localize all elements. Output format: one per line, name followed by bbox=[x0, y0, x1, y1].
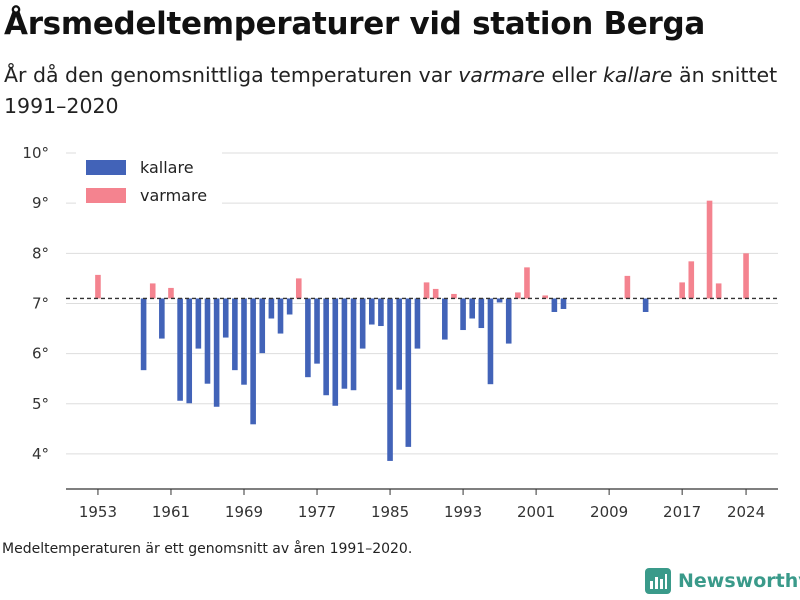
subtitle-part-2: eller bbox=[544, 63, 604, 87]
bar-colder bbox=[204, 298, 211, 384]
x-tick-label: 1953 bbox=[79, 503, 117, 521]
y-tick-label: 10° bbox=[22, 144, 49, 162]
x-tick-label: 1985 bbox=[371, 503, 409, 521]
bar-colder bbox=[268, 298, 275, 319]
x-tick-label: 2009 bbox=[590, 503, 628, 521]
brand-logo: Newsworthy bbox=[645, 568, 800, 594]
bar-warmer bbox=[432, 288, 439, 299]
y-tick-label: 5° bbox=[32, 395, 49, 413]
bar-colder bbox=[332, 298, 339, 406]
bar-colder bbox=[250, 298, 256, 425]
bar-warmer bbox=[95, 274, 101, 299]
bar-warmer bbox=[149, 283, 156, 299]
bar-warmer bbox=[295, 278, 302, 299]
footnote: Medeltemperaturen är ett genomsnitt av å… bbox=[2, 541, 413, 557]
y-tick-label: 8° bbox=[32, 244, 49, 262]
bar-colder bbox=[560, 298, 567, 309]
bar-colder bbox=[551, 298, 558, 312]
bar-warmer bbox=[715, 283, 722, 299]
bar-colder bbox=[259, 298, 266, 354]
bar-colder bbox=[222, 298, 229, 338]
x-tick-label: 2001 bbox=[517, 503, 555, 521]
y-tick-label: 7° bbox=[32, 294, 49, 312]
bar-warmer bbox=[515, 292, 521, 299]
bar-colder bbox=[305, 298, 311, 378]
bar-colder bbox=[496, 298, 503, 303]
y-tick-label: 9° bbox=[32, 194, 49, 212]
x-axis: 1953 1961 1969 1977 1985 1993 2001 2009 2017 2024 bbox=[66, 488, 778, 521]
y-tick-label: 4° bbox=[32, 445, 49, 463]
bar-warmer bbox=[423, 282, 430, 299]
bars bbox=[95, 200, 749, 461]
bar-warmer bbox=[706, 200, 713, 299]
chart-title: Årsmedeltemperaturer vid station Berga bbox=[4, 6, 706, 42]
bar-colder bbox=[460, 298, 466, 331]
bar-warmer bbox=[743, 253, 749, 299]
bar-colder bbox=[177, 298, 183, 401]
y-axis-tick-labels: 4° 5° 6° 7° 8° 9° 10° bbox=[22, 144, 49, 463]
bar-colder bbox=[186, 298, 193, 404]
subtitle-colder: kallare bbox=[603, 63, 673, 87]
bar-colder bbox=[505, 298, 512, 344]
bar-colder bbox=[341, 298, 348, 389]
bar-colder bbox=[414, 298, 421, 349]
bar-warmer bbox=[624, 275, 631, 299]
legend-label: varmare bbox=[140, 186, 207, 205]
x-tick-label: 1977 bbox=[298, 503, 336, 521]
bar-colder bbox=[286, 298, 293, 315]
bar-colder bbox=[323, 298, 329, 396]
bar-colder bbox=[140, 298, 147, 371]
bar-colder bbox=[478, 298, 485, 329]
legend-label: kallare bbox=[140, 158, 194, 177]
bar-colder bbox=[241, 298, 247, 385]
legend: kallare varmare bbox=[76, 152, 222, 214]
bar-colder bbox=[368, 298, 375, 325]
bar-colder bbox=[195, 298, 202, 349]
x-tick-label: 2024 bbox=[727, 503, 765, 521]
bar-colder bbox=[359, 298, 366, 349]
bar-colder bbox=[232, 298, 238, 371]
bar-warmer bbox=[679, 282, 685, 299]
bar-colder bbox=[642, 298, 649, 312]
subtitle-part-1: År då den genomsnittliga temperaturen va… bbox=[4, 63, 459, 87]
bar-warmer bbox=[688, 261, 695, 299]
bar-warmer bbox=[524, 267, 530, 299]
bar-warmer bbox=[168, 287, 174, 299]
x-tick-label: 1969 bbox=[225, 503, 263, 521]
legend-swatch bbox=[86, 160, 126, 175]
bar-colder bbox=[159, 298, 165, 339]
bar-chart-logo-icon bbox=[645, 568, 671, 594]
bar-colder bbox=[350, 298, 357, 391]
x-tick-label: 1993 bbox=[444, 503, 482, 521]
subtitle-part-3: än snittet 1991–2020 bbox=[4, 63, 778, 118]
bar-colder bbox=[213, 298, 220, 407]
subtitle-warmer: varmare bbox=[458, 63, 545, 87]
x-tick-label: 1961 bbox=[152, 503, 190, 521]
chart-subtitle: År då den genomsnittliga temperaturen va… bbox=[4, 60, 784, 122]
bar-colder bbox=[387, 298, 393, 461]
bar-colder bbox=[396, 298, 402, 390]
bar-colder bbox=[487, 298, 494, 385]
bar-colder bbox=[469, 298, 476, 319]
bar-colder bbox=[277, 298, 284, 334]
bar-colder bbox=[405, 298, 412, 447]
bar-colder bbox=[378, 298, 384, 327]
bar-warmer bbox=[542, 295, 549, 299]
bar-warmer bbox=[451, 293, 457, 299]
x-tick-label: 2017 bbox=[663, 503, 701, 521]
brand-name: Newsworthy bbox=[678, 570, 800, 592]
bar-colder bbox=[314, 298, 320, 364]
legend-swatch bbox=[86, 188, 126, 203]
y-tick-label: 6° bbox=[32, 345, 49, 363]
bar-colder bbox=[442, 298, 448, 340]
